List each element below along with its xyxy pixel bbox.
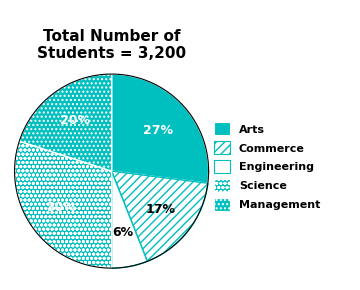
Text: 6%: 6% bbox=[113, 226, 134, 239]
Text: 17%: 17% bbox=[146, 203, 176, 216]
Wedge shape bbox=[14, 141, 112, 268]
Wedge shape bbox=[112, 171, 208, 261]
Legend: Arts, Commerce, Engineering, Science, Management: Arts, Commerce, Engineering, Science, Ma… bbox=[214, 122, 320, 211]
Text: 30%: 30% bbox=[46, 201, 76, 214]
Text: 27%: 27% bbox=[143, 124, 173, 137]
Wedge shape bbox=[112, 171, 147, 268]
Wedge shape bbox=[112, 74, 209, 183]
Text: Total Number of
Students = 3,200: Total Number of Students = 3,200 bbox=[37, 29, 186, 61]
Text: 20%: 20% bbox=[60, 114, 90, 127]
Wedge shape bbox=[19, 74, 112, 171]
